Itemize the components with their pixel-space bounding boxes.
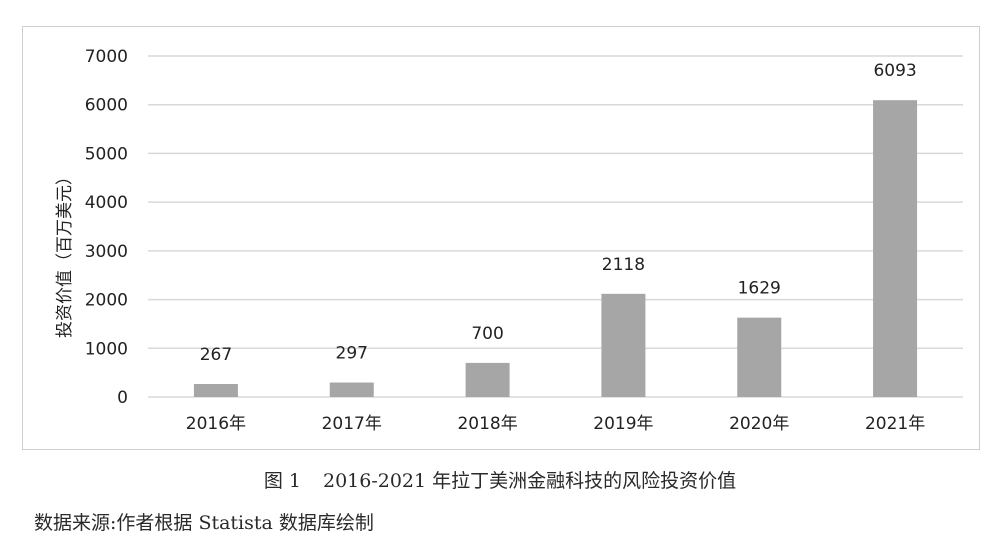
figure-number: 图 1 xyxy=(263,470,301,492)
y-axis-ticks: 0 1000 2000 3000 4000 5000 6000 7000 xyxy=(85,47,128,408)
x-tick-label: 2021年 xyxy=(865,414,925,434)
bar xyxy=(737,317,782,397)
x-tick-label: 2017年 xyxy=(322,414,382,434)
y-tick-label: 5000 xyxy=(85,144,128,164)
bar xyxy=(193,383,238,397)
y-tick-label: 3000 xyxy=(85,242,128,262)
data-source-note: 数据来源:作者根据 Statista 数据库绘制 xyxy=(34,512,374,534)
y-tick-label: 4000 xyxy=(85,193,128,213)
bar xyxy=(873,100,918,397)
figure-caption: 图 1 2016-2021 年拉丁美洲金融科技的风险投资价值 xyxy=(0,466,1000,493)
bars xyxy=(193,100,918,397)
data-label: 297 xyxy=(336,344,368,364)
data-label: 2118 xyxy=(602,255,645,275)
y-tick-label: 1000 xyxy=(85,339,128,359)
data-labels: 267 297 700 2118 1629 6093 xyxy=(200,61,917,365)
bar xyxy=(329,382,374,397)
y-tick-label: 7000 xyxy=(85,47,128,67)
y-axis-label: 投资价值（百万美元） xyxy=(55,168,75,338)
x-tick-label: 2016年 xyxy=(186,414,246,434)
data-label: 1629 xyxy=(738,279,781,299)
chart-frame: 0 1000 2000 3000 4000 5000 6000 7000 267 297 700 2… xyxy=(22,26,980,450)
x-tick-label: 2019年 xyxy=(593,414,653,434)
y-tick-label: 2000 xyxy=(85,291,128,311)
x-tick-label: 2018年 xyxy=(457,414,517,434)
y-tick-label: 0 xyxy=(117,388,128,408)
bar xyxy=(465,362,510,397)
data-label: 267 xyxy=(200,345,232,365)
data-label: 6093 xyxy=(873,61,916,81)
x-axis-ticks: 2016年 2017年 2018年 2019年 2020年 2021年 xyxy=(186,414,925,434)
y-tick-label: 6000 xyxy=(85,96,128,116)
x-tick-label: 2020年 xyxy=(729,414,789,434)
bar xyxy=(601,293,646,397)
gridlines xyxy=(148,55,963,398)
data-label: 700 xyxy=(471,324,503,344)
figure-caption-text: 2016-2021 年拉丁美洲金融科技的风险投资价值 xyxy=(322,470,737,492)
